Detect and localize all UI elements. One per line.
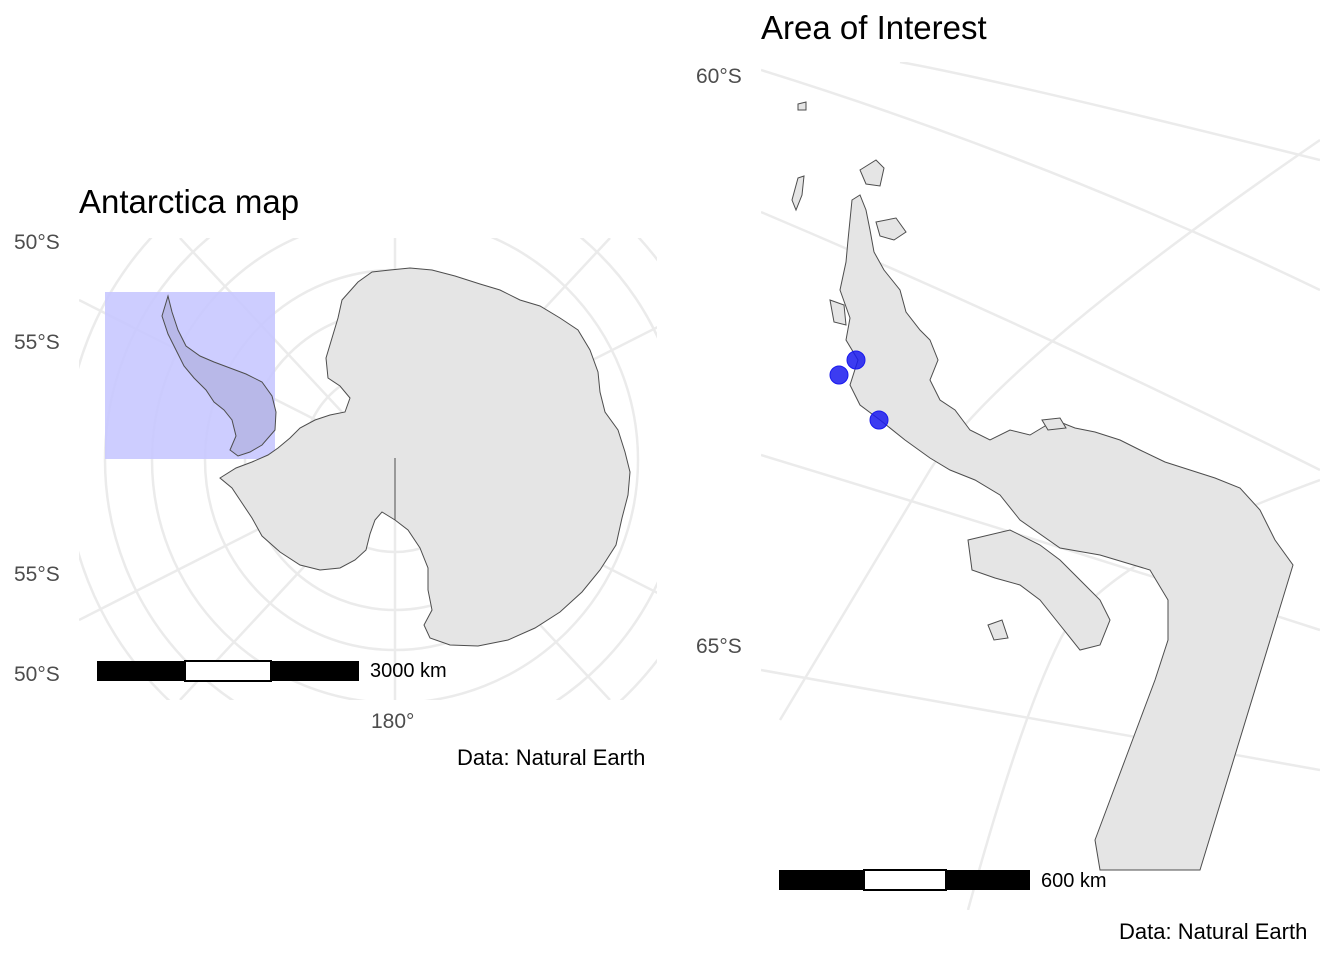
left-caption: Data: Natural Earth (457, 745, 646, 770)
right-scale-bar-label: 600 km (1041, 870, 1107, 892)
island-7 (987, 619, 1009, 641)
left-scale-bar (97, 660, 359, 682)
left-lat-label-3: 55°S (14, 563, 60, 586)
points (829, 350, 889, 430)
left-lat-label-1: 50°S (14, 231, 60, 254)
island-6 (967, 529, 1111, 651)
left-lat-label-4: 50°S (14, 663, 60, 686)
left-map-title: Antarctica map (79, 183, 300, 220)
island-1 (791, 175, 805, 212)
right-map-title: Area of Interest (761, 9, 987, 46)
island-8 (1041, 417, 1067, 431)
peninsula-landmass (839, 194, 1294, 871)
island-4 (875, 217, 907, 241)
point-2 (829, 365, 849, 385)
right-caption: Data: Natural Earth (1119, 919, 1308, 944)
area-of-interest-map (761, 62, 1320, 910)
antarctica-landmass (219, 267, 631, 647)
point-3 (869, 410, 889, 430)
left-lon-label: 180° (371, 710, 415, 733)
right-lat-label-1: 60°S (696, 65, 742, 88)
antarctica-map (79, 238, 657, 700)
island-2 (797, 101, 807, 111)
point-1 (846, 350, 866, 370)
island-5 (829, 299, 847, 326)
left-lat-label-2: 55°S (14, 331, 60, 354)
right-scale-bar (779, 869, 1030, 891)
left-scale-bar-label: 3000 km (370, 660, 447, 682)
antarctic-peninsula (161, 294, 277, 457)
right-lat-label-2: 65°S (696, 635, 742, 658)
island-3 (859, 159, 885, 187)
